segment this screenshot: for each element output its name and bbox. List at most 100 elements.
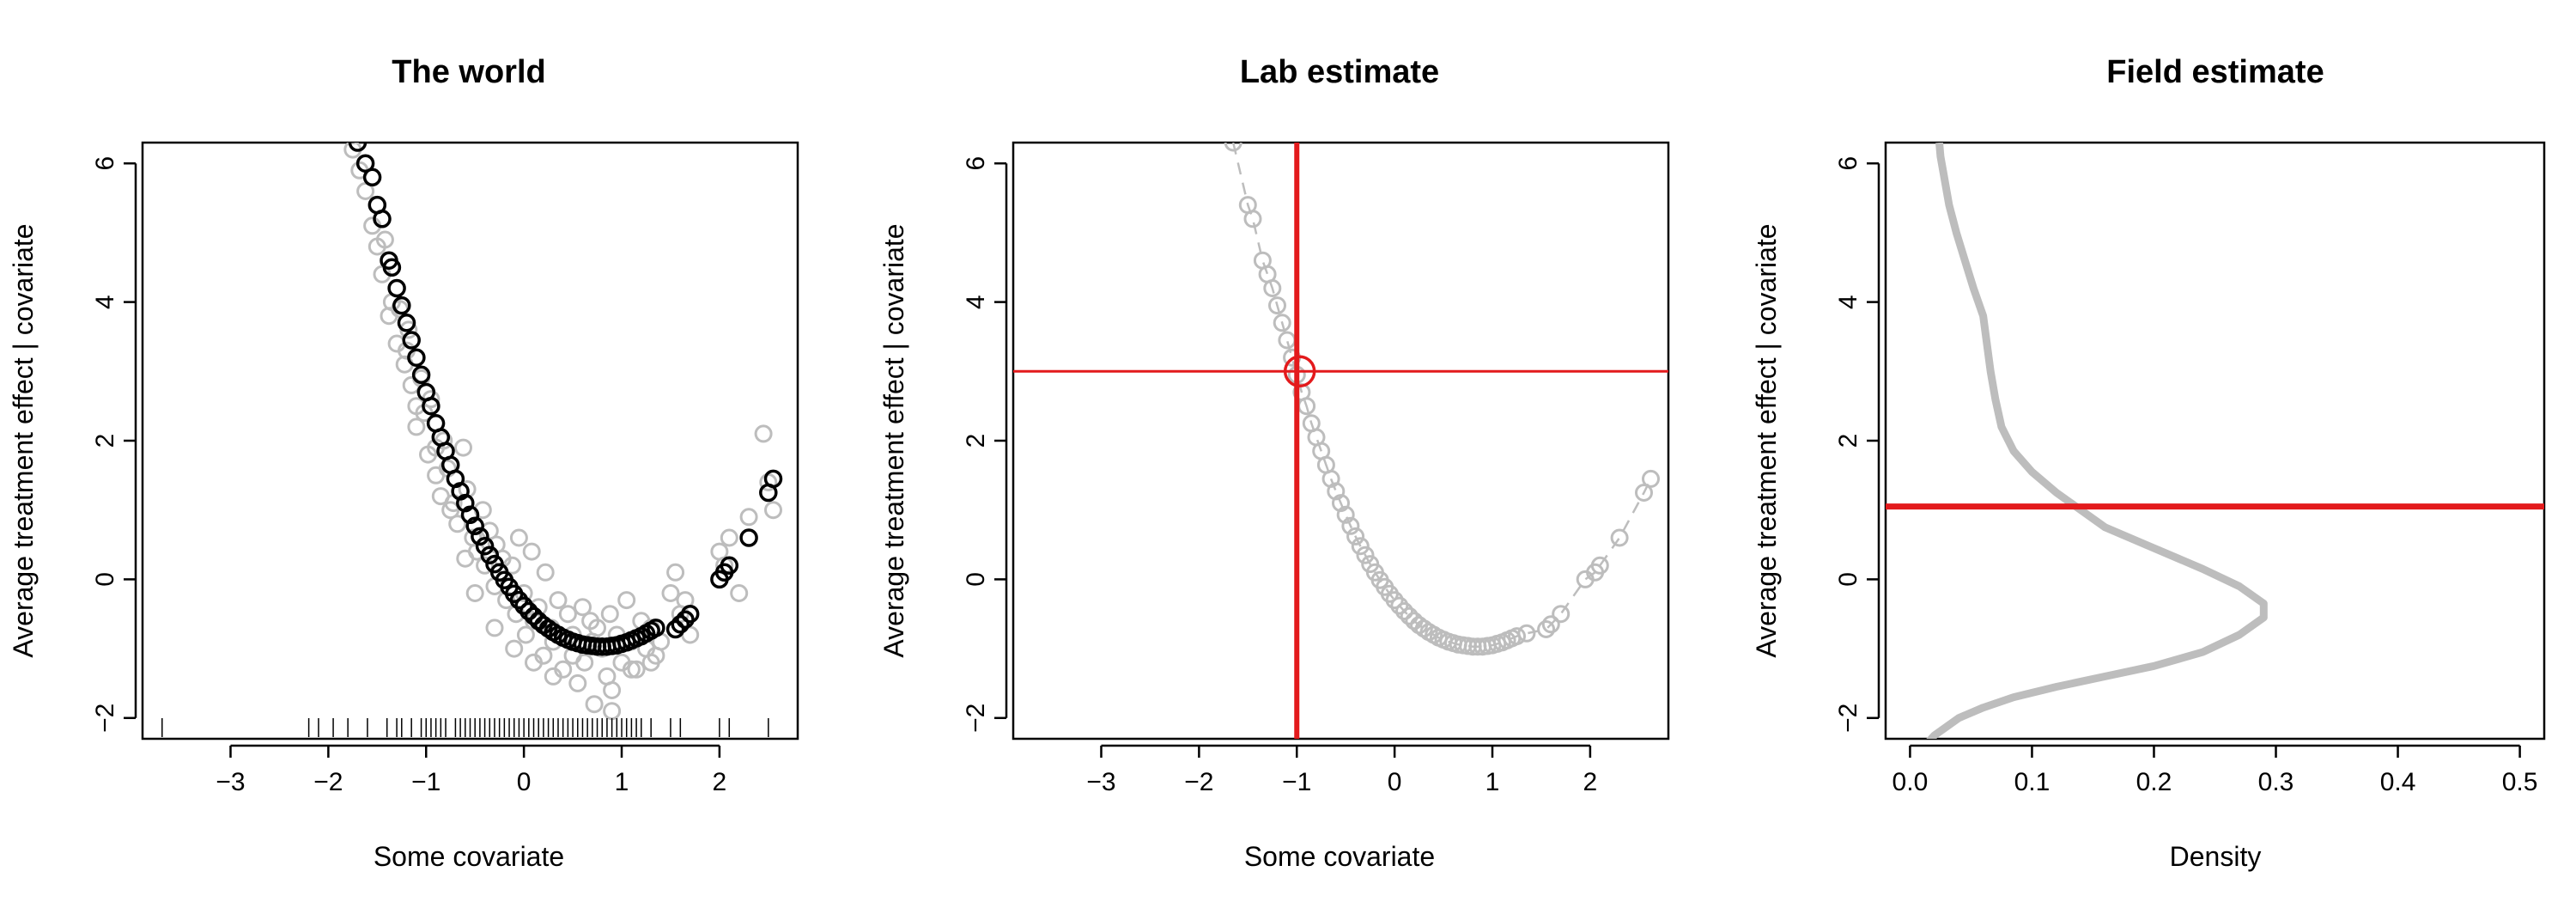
data-point [1537, 620, 1556, 638]
data-point [392, 296, 411, 315]
y-tick-label: 0 [1834, 572, 1862, 587]
x-tick-label: −2 [313, 768, 343, 796]
chart-title: Lab estimate [1240, 54, 1439, 90]
data-point [764, 501, 782, 520]
data-point [471, 527, 489, 546]
data-point [680, 604, 700, 624]
panel-field-estimate: Field estimate Density Average treatment… [1751, 54, 2546, 872]
data-point [519, 601, 538, 621]
data-point [516, 625, 535, 644]
plot-marks: −3 −2 −1 0 1 2 −2 0 2 4 6 [962, 143, 1668, 796]
data-point [1336, 505, 1355, 524]
data-point [1385, 591, 1404, 610]
y-tick-label: 4 [962, 295, 990, 309]
data-point [641, 653, 660, 672]
y-tick-label: 4 [91, 295, 119, 309]
data-point [536, 563, 555, 582]
x-tick-label: −2 [1184, 768, 1213, 796]
data-point [387, 278, 406, 298]
data-point [456, 549, 475, 568]
y-tick-label: 0 [962, 572, 990, 587]
x-tick-label: 0.2 [2136, 768, 2172, 796]
data-point [647, 619, 665, 637]
data-point [1268, 296, 1286, 315]
data-point [1332, 494, 1350, 513]
chart-title: The world [392, 54, 545, 90]
data-point [1590, 556, 1609, 575]
data-point [1273, 314, 1291, 332]
data-point [1517, 624, 1536, 643]
data-point [1263, 279, 1282, 297]
data-point [603, 681, 622, 699]
data-point [427, 438, 446, 457]
panel-lab-estimate: Lab estimate Some covariate Average trea… [878, 54, 1670, 872]
data-point [574, 598, 592, 617]
data-point [627, 660, 646, 679]
data-point [476, 556, 495, 575]
data-point [671, 615, 690, 634]
x-tick-label: 2 [713, 768, 727, 796]
data-point [1400, 606, 1419, 625]
x-tick-label: 0.5 [2502, 768, 2538, 796]
data-point [1346, 527, 1365, 545]
data-point [754, 424, 773, 443]
data-point [525, 653, 543, 672]
x-tick-label: 0.0 [1893, 768, 1929, 796]
data-point [1224, 143, 1242, 152]
data-point [407, 417, 426, 436]
data-point [454, 438, 472, 457]
data-point [514, 596, 533, 615]
plot-frame [1012, 141, 1670, 740]
data-point [739, 508, 758, 527]
data-point [1278, 331, 1297, 350]
y-tick-label: 2 [962, 434, 990, 448]
data-point [1610, 528, 1629, 547]
x-tick-label: 1 [1485, 768, 1500, 796]
y-tick-label: −2 [91, 704, 119, 733]
plot-area [161, 143, 783, 737]
plot-marks: −3 −2 −1 0 1 2 −2 0 2 4 6 [91, 143, 783, 796]
data-point [373, 210, 392, 229]
x-axis-label: Some covariate [374, 841, 564, 872]
data-point [524, 606, 544, 625]
data-point [448, 515, 467, 533]
data-point [441, 501, 460, 520]
y-tick-label: 4 [1834, 295, 1862, 309]
data-point [665, 619, 685, 639]
data-point [585, 695, 604, 714]
y-tick-label: 2 [1834, 434, 1862, 448]
data-point [465, 584, 484, 602]
data-point [475, 536, 495, 556]
data-point [1395, 602, 1413, 620]
data-point [402, 331, 421, 350]
y-tick-label: 6 [1834, 156, 1862, 171]
data-point [362, 168, 382, 187]
data-point [356, 182, 375, 200]
x-tick-label: 2 [1583, 768, 1598, 796]
data-point [407, 348, 426, 367]
data-point [544, 667, 562, 686]
x-tick-label: 0 [1388, 768, 1402, 796]
y-tick-label: −2 [1834, 704, 1862, 733]
plot-area [1013, 143, 1668, 739]
data-point [1390, 596, 1409, 615]
data-point [505, 639, 524, 658]
highlight-point [1283, 355, 1316, 388]
y-tick-label: 6 [962, 156, 990, 171]
data-point [666, 563, 685, 582]
data-point [509, 528, 528, 547]
data-point [1356, 545, 1375, 564]
data-point [1341, 516, 1360, 535]
data-point [1642, 469, 1660, 488]
data-point [549, 591, 568, 610]
x-axis-label: Some covariate [1244, 841, 1435, 872]
data-point [720, 528, 738, 547]
data-point [1327, 482, 1346, 501]
x-tick-label: −1 [1282, 768, 1311, 796]
data-point [568, 673, 587, 692]
data-point [1541, 615, 1560, 634]
y-tick-label: 6 [91, 156, 119, 171]
x-tick-label: −3 [216, 768, 245, 796]
data-point [375, 230, 394, 249]
